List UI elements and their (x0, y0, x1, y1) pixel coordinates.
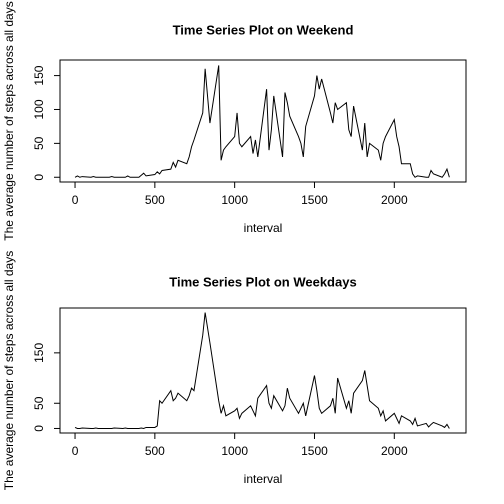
x-tick-label: 1500 (301, 444, 328, 458)
y-tick-label: 100 (32, 99, 46, 119)
y-tick-label: 50 (32, 396, 46, 410)
line-series (74, 312, 450, 429)
x-tick-label: 2000 (381, 193, 408, 207)
plot-box (59, 59, 467, 183)
chart-title: Time Series Plot on Weekdays (169, 274, 356, 289)
x-tick-label: 500 (145, 444, 165, 458)
x-tick-label: 1500 (301, 193, 328, 207)
x-tick-label: 0 (72, 193, 79, 207)
x-axis-label: interval (244, 221, 283, 235)
plot-box (59, 307, 467, 434)
x-tick-label: 500 (145, 193, 165, 207)
chart-title: Time Series Plot on Weekend (173, 22, 354, 37)
x-axis-label: interval (244, 472, 283, 486)
y-tick-label: 0 (32, 174, 46, 181)
x-tick-label: 0 (72, 444, 79, 458)
x-tick-label: 1000 (221, 444, 248, 458)
x-tick-label: 1000 (221, 193, 248, 207)
y-tick-label: 0 (32, 425, 46, 432)
x-tick-label: 2000 (381, 444, 408, 458)
y-tick-label: 50 (32, 136, 46, 150)
y-tick-label: 150 (32, 343, 46, 363)
y-axis-label: The average number of steps across all d… (2, 251, 16, 490)
y-tick-label: 150 (32, 65, 46, 85)
y-axis-label: The average number of steps across all d… (2, 1, 16, 240)
line-series (74, 65, 450, 178)
